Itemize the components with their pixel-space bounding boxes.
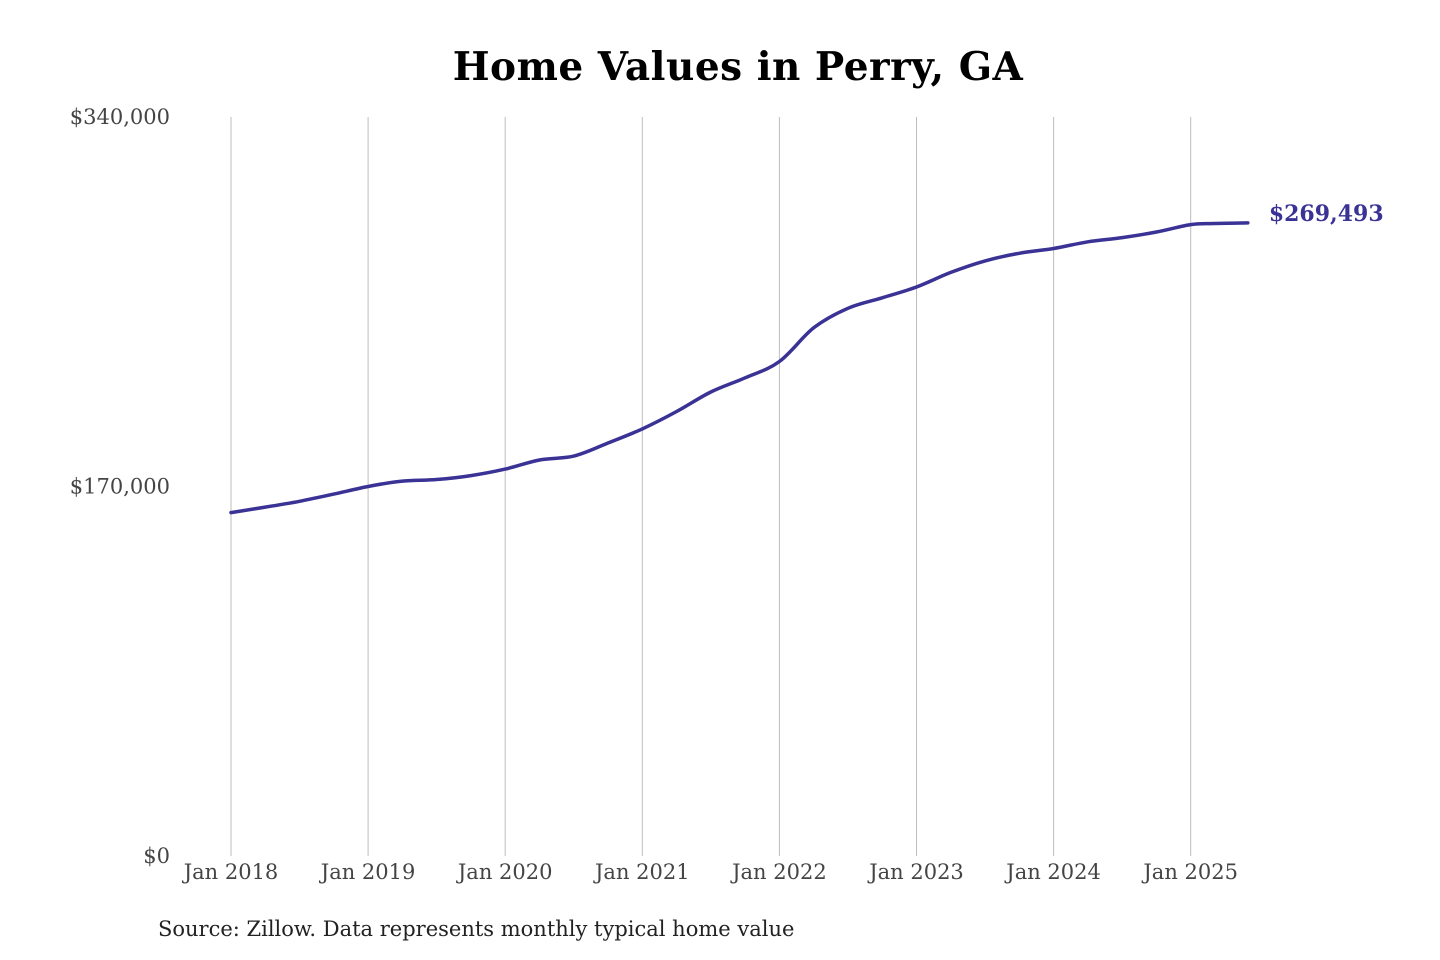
chart-title: Home Values in Perry, GA xyxy=(452,44,1024,90)
series-line xyxy=(229,221,1250,515)
y-tick-label: $170,000 xyxy=(70,475,170,499)
x-tick-label: Jan 2024 xyxy=(1004,860,1101,884)
x-tick-label: Jan 2020 xyxy=(456,860,553,884)
x-tick-label: Jan 2023 xyxy=(867,860,964,884)
end-value-label: $269,493 xyxy=(1269,201,1384,227)
x-axis-ticks: Jan 2018 Jan 2019 Jan 2020 Jan 2021 Jan 2022… xyxy=(182,860,1238,884)
source-note: Source: Zillow. Data represents monthly … xyxy=(158,917,795,941)
y-axis-ticks: $0 $170,000 $340,000 xyxy=(70,105,170,868)
x-tick-label: Jan 2019 xyxy=(319,860,416,884)
annotations: $269,493 xyxy=(1269,201,1384,227)
x-tick-label: Jan 2025 xyxy=(1141,860,1238,884)
x-tick-label: Jan 2022 xyxy=(730,860,827,884)
series xyxy=(229,221,1250,515)
y-tick-label: $340,000 xyxy=(70,105,170,129)
x-tick-label: Jan 2021 xyxy=(593,860,690,884)
x-tick-label: Jan 2018 xyxy=(182,860,279,884)
y-tick-label: $0 xyxy=(143,844,170,868)
